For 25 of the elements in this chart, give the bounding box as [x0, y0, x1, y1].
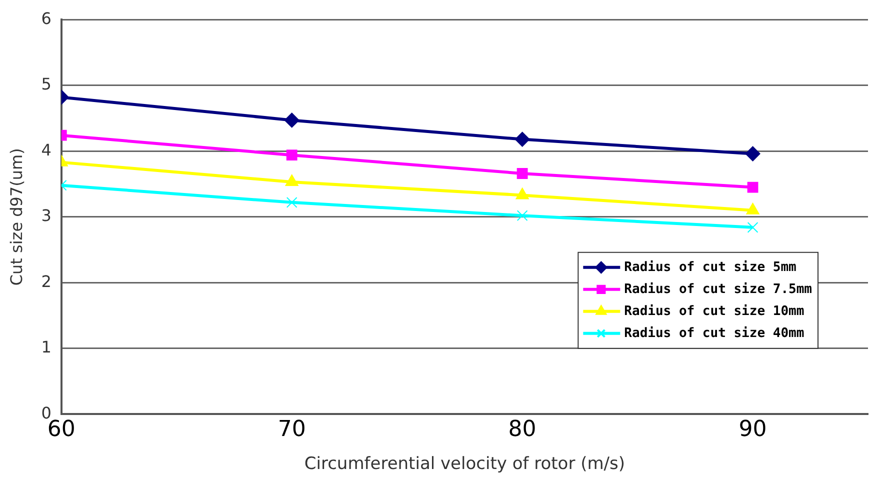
point	[286, 150, 298, 161]
point	[286, 196, 298, 208]
x-tick-label: 80	[508, 417, 536, 442]
y-tick-label: 6	[41, 8, 52, 28]
legend-label: Radius of cut size 5mm	[624, 260, 797, 275]
legend-label: Radius of cut size 7.5mm	[624, 282, 812, 297]
legend-label: Radius of cut size 40mm	[624, 326, 804, 341]
y-tick-label: 2	[41, 272, 52, 291]
y-tick-label: 3	[41, 206, 52, 226]
y-tick-label: 1	[41, 338, 52, 357]
x-tick-label: 70	[278, 417, 306, 442]
point	[516, 210, 528, 222]
point	[516, 168, 528, 179]
x-tick-label: 90	[738, 417, 767, 442]
point	[284, 112, 300, 128]
y-tick-label: 5	[41, 74, 52, 94]
legend-label: Radius of cut size 10mm	[624, 304, 804, 319]
point	[514, 132, 530, 147]
y-tick-label: 4	[41, 140, 52, 160]
y-axis-title: Cut size d97(um)	[6, 148, 26, 286]
point	[745, 146, 760, 162]
point	[747, 222, 758, 233]
point	[747, 182, 758, 193]
x-axis-title: Circumferential velocity of rotor (m/s)	[304, 454, 626, 474]
point	[285, 174, 298, 186]
